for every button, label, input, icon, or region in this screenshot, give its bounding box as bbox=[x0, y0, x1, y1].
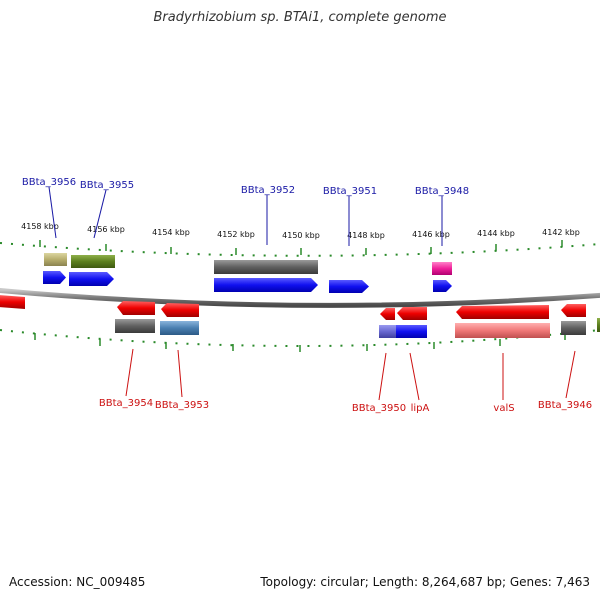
feature-bbta-3954-lower[interactable] bbox=[115, 319, 155, 333]
tick-label-4146: 4146 kbp bbox=[412, 230, 450, 239]
feature-bbta-3955-upper[interactable] bbox=[71, 255, 115, 268]
tick-label-4148: 4148 kbp bbox=[347, 231, 385, 240]
label-bbta-3953[interactable]: BBta_3953 bbox=[155, 400, 209, 411]
label-lipa[interactable]: lipA bbox=[411, 403, 430, 414]
label-bbta-3946[interactable]: BBta_3946 bbox=[538, 400, 592, 411]
feature-right-edge-lower[interactable] bbox=[597, 318, 600, 332]
feature-bbta-3948-arrow[interactable] bbox=[433, 280, 452, 292]
label-bbta-3951[interactable]: BBta_3951 bbox=[323, 186, 377, 197]
feature-bbta-3950-lower[interactable] bbox=[379, 325, 396, 338]
feature-bbta-3946-lower[interactable] bbox=[561, 321, 586, 335]
label-bbta-3950[interactable]: BBta_3950 bbox=[352, 403, 406, 414]
feature-bbta-3953-arrow[interactable] bbox=[161, 303, 199, 317]
inner-major-ticks bbox=[34, 333, 566, 352]
tick-label-4154: 4154 kbp bbox=[152, 228, 190, 237]
label-bbta-3955[interactable]: BBta_3955 bbox=[80, 180, 134, 191]
scale-tick-labels: 4158 kbp 4156 kbp 4154 kbp 4152 kbp 4150… bbox=[21, 222, 580, 240]
diagram-title: Bradyrhizobium sp. BTAi1, complete genom… bbox=[153, 10, 447, 25]
feature-bbta-3948-upper[interactable] bbox=[432, 262, 452, 275]
feature-bbta-3952-upper[interactable] bbox=[214, 260, 318, 274]
genome-backbone bbox=[0, 287, 600, 308]
outer-scale-arc bbox=[0, 242, 600, 257]
tick-label-4142: 4142 kbp bbox=[542, 228, 580, 237]
upper-leader-lines bbox=[48, 186, 443, 246]
feature-vals-lower[interactable] bbox=[455, 323, 550, 338]
feature-bbta-3954-arrow[interactable] bbox=[117, 301, 155, 315]
outer-major-ticks bbox=[39, 240, 563, 255]
lower-gene-labels: BBta_3954 BBta_3953 BBta_3950 lipA valS … bbox=[99, 398, 592, 414]
accession-text: Accession: NC_009485 bbox=[9, 575, 146, 589]
feature-bbta-3952-arrow[interactable] bbox=[214, 278, 318, 292]
feature-bbta-3951-arrow[interactable] bbox=[329, 280, 369, 293]
label-bbta-3954[interactable]: BBta_3954 bbox=[99, 398, 153, 409]
feature-bbta-3953-lower[interactable] bbox=[160, 321, 199, 335]
upper-gene-labels: BBta_3956 BBta_3955 BBta_3952 BBta_3951 … bbox=[22, 177, 469, 197]
feature-left-edge-arrow[interactable] bbox=[0, 295, 25, 309]
tick-label-4150: 4150 kbp bbox=[282, 231, 320, 240]
feature-lipa-lower[interactable] bbox=[396, 325, 427, 338]
label-bbta-3948[interactable]: BBta_3948 bbox=[415, 186, 469, 197]
label-bbta-3956[interactable]: BBta_3956 bbox=[22, 177, 76, 188]
tick-label-4144: 4144 kbp bbox=[477, 229, 515, 238]
feature-vals-arrow[interactable] bbox=[456, 305, 549, 319]
feature-bbta-3950-arrow[interactable] bbox=[380, 308, 395, 320]
tick-label-4152: 4152 kbp bbox=[217, 230, 255, 239]
feature-bbta-3956-upper[interactable] bbox=[44, 253, 67, 266]
label-bbta-3952[interactable]: BBta_3952 bbox=[241, 185, 295, 196]
lower-leader-lines bbox=[125, 348, 576, 401]
tick-label-4156: 4156 kbp bbox=[87, 225, 125, 234]
feature-bbta-3955-arrow[interactable] bbox=[69, 272, 114, 286]
tick-label-4158: 4158 kbp bbox=[21, 222, 59, 231]
feature-bbta-3956-arrow[interactable] bbox=[43, 271, 66, 284]
genome-summary-text: Topology: circular; Length: 8,264,687 bp… bbox=[260, 575, 590, 589]
feature-bbta-3946-arrow[interactable] bbox=[561, 304, 586, 317]
label-vals[interactable]: valS bbox=[493, 403, 514, 414]
feature-lipa-arrow[interactable] bbox=[397, 307, 427, 320]
